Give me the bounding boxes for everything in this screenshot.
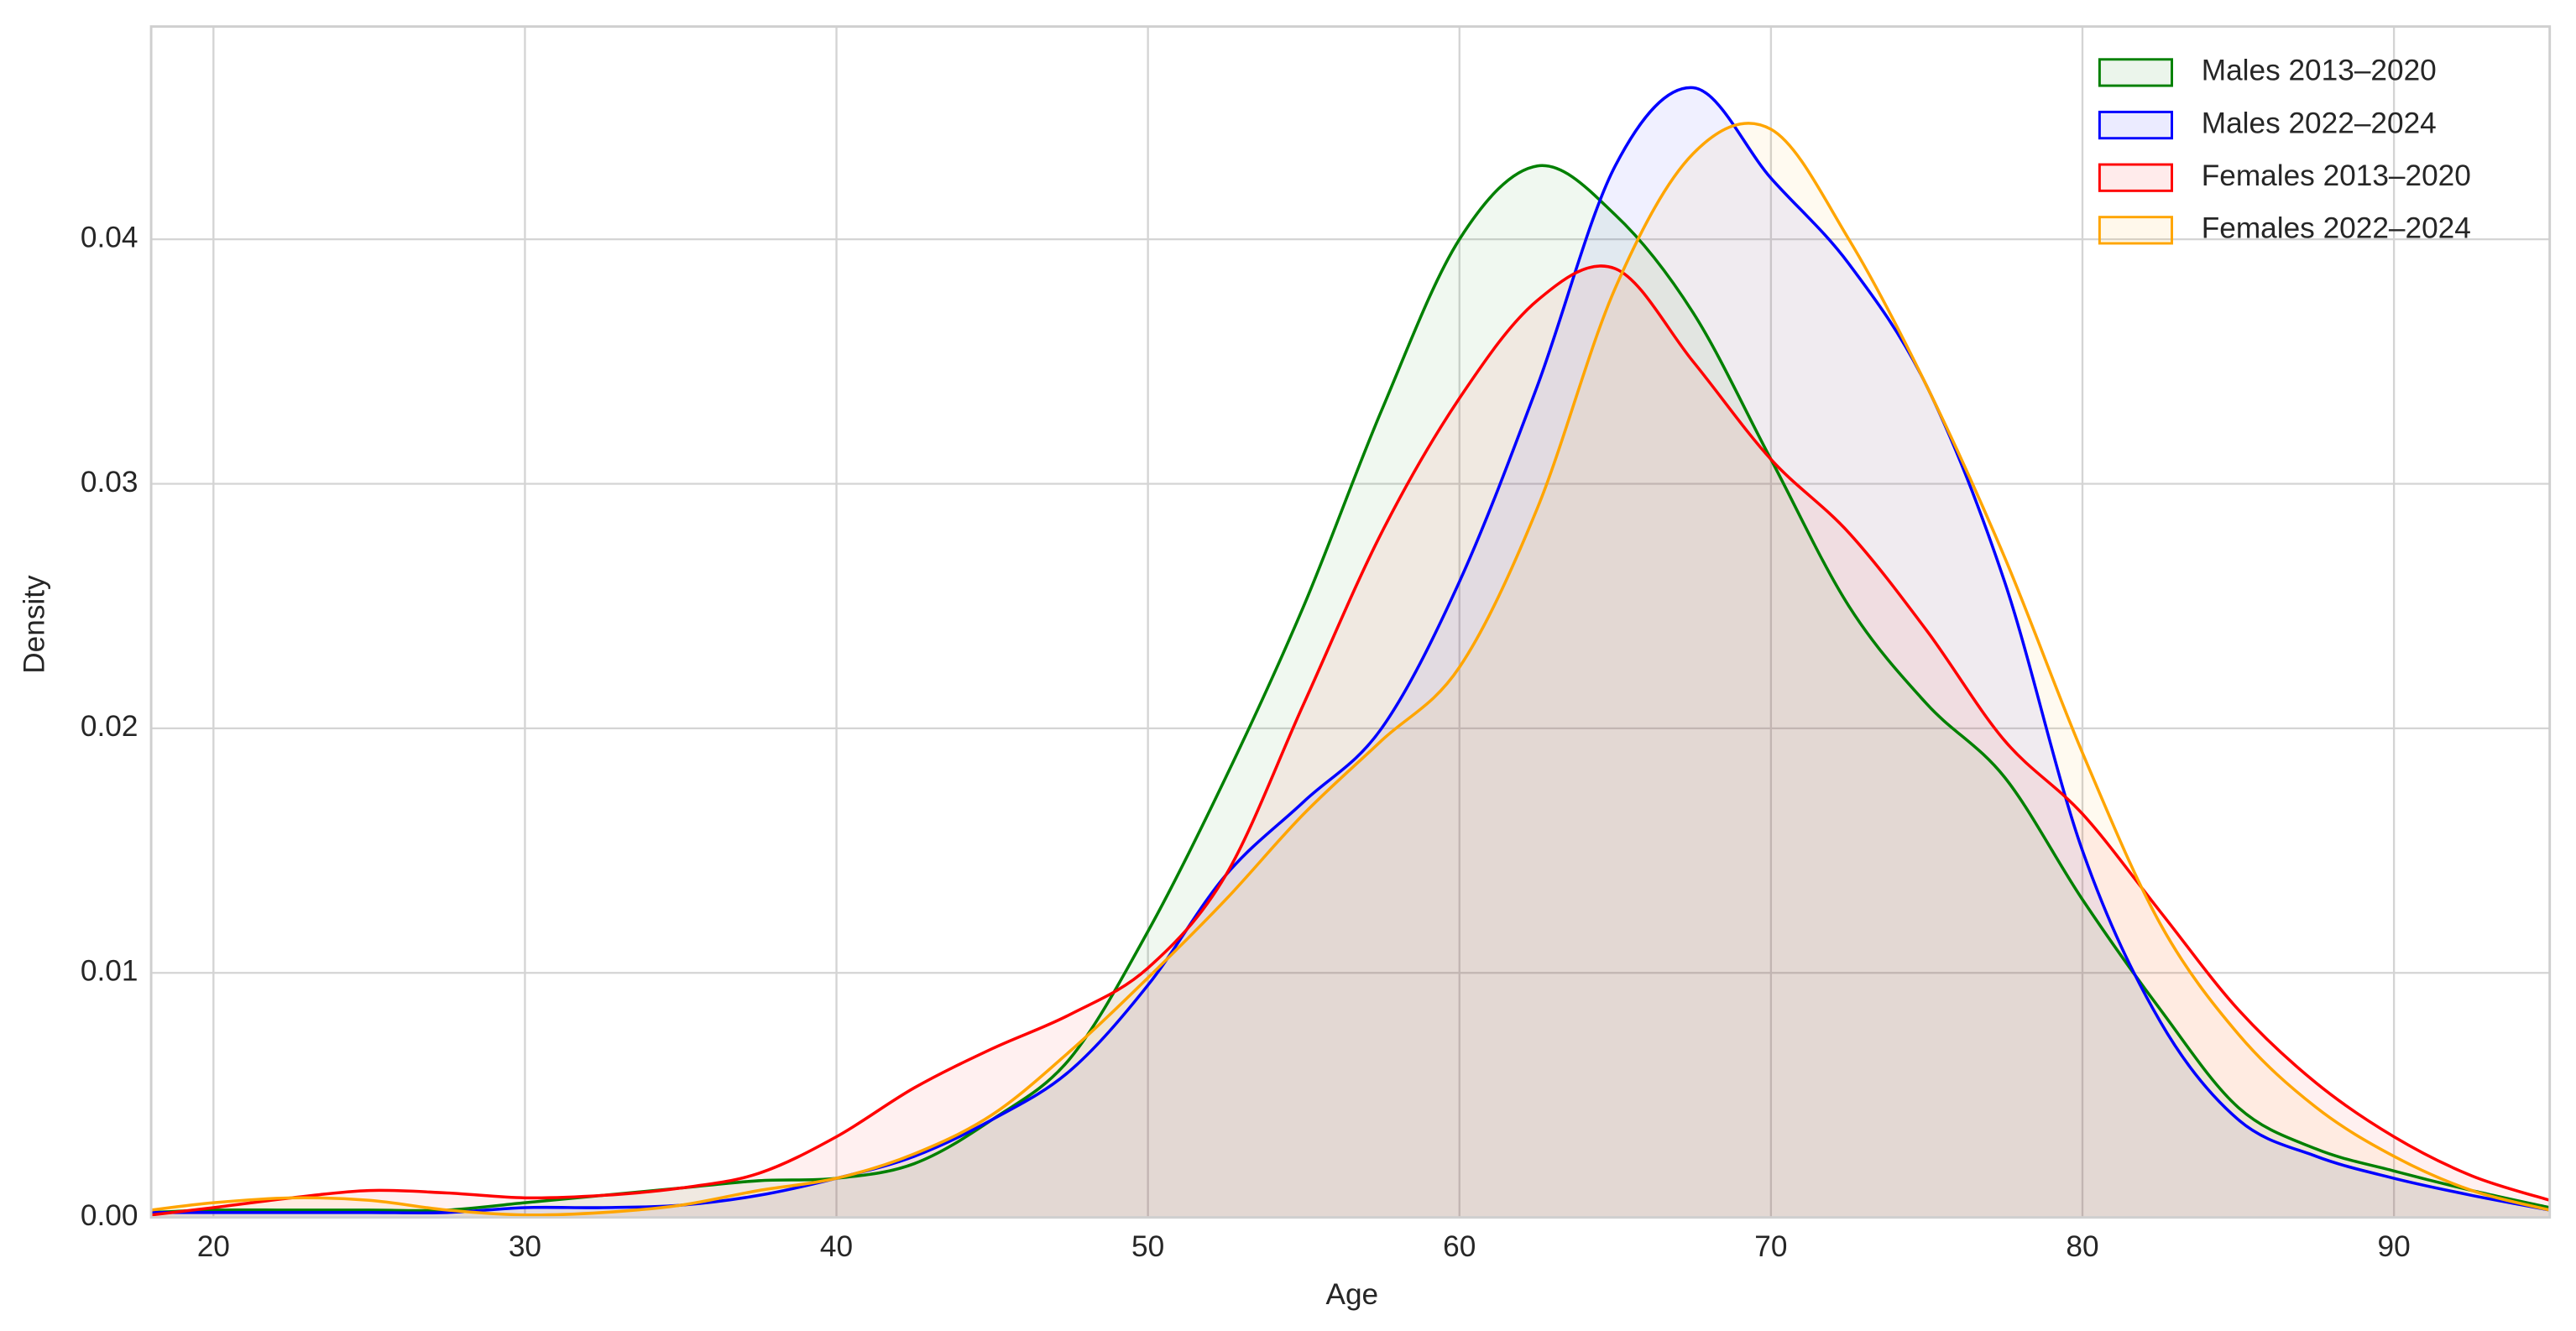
x-tick-label: 30 — [509, 1230, 541, 1263]
x-tick-label: 60 — [1443, 1230, 1476, 1263]
y-tick-label: 0.03 — [81, 466, 138, 498]
x-tick-label: 20 — [197, 1230, 230, 1263]
x-tick-label: 70 — [1754, 1230, 1787, 1263]
density-area — [151, 123, 2550, 1218]
y-tick-label: 0.00 — [81, 1199, 138, 1232]
x-tick-label: 80 — [2066, 1230, 2098, 1263]
y-tick-label: 0.04 — [81, 221, 138, 253]
legend: Males 2013–2020 Males 2022–2024 Females 20… — [2098, 55, 2471, 245]
density-line — [151, 86, 2551, 1215]
x-tick-label: 90 — [2378, 1230, 2411, 1263]
y-axis-label: Density — [18, 575, 50, 674]
density-area — [151, 87, 2550, 1218]
plot-frame — [149, 25, 2552, 1219]
legend-swatch — [2098, 163, 2173, 192]
x-axis-label: Age — [1325, 1278, 1378, 1311]
density-area — [151, 165, 2550, 1218]
y-tick-label: 0.02 — [81, 710, 138, 743]
plot-area — [150, 86, 2551, 1218]
legend-label: Females 2022–2024 — [2202, 212, 2471, 245]
density-line — [150, 122, 2551, 1217]
x-tick-label: 40 — [820, 1230, 853, 1263]
legend-label: Females 2013–2020 — [2202, 159, 2471, 192]
legend-swatch — [2098, 110, 2173, 140]
legend-label: Males 2013–2020 — [2202, 55, 2437, 87]
legend-label: Males 2022–2024 — [2202, 107, 2437, 139]
legend-swatch — [2098, 58, 2173, 87]
legend-swatch — [2098, 216, 2173, 245]
density-area — [151, 265, 2550, 1218]
x-tick-label: 50 — [1131, 1230, 1164, 1263]
y-tick-label: 0.01 — [81, 955, 138, 988]
